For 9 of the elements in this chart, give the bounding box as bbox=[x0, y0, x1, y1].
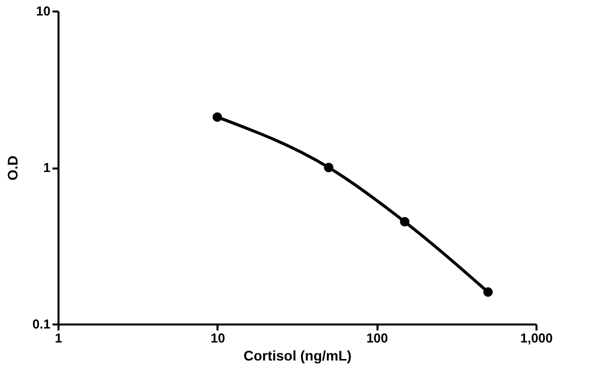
x-axis-title: Cortisol (ng/mL) bbox=[243, 348, 352, 364]
x-tick-label: 100 bbox=[366, 330, 388, 346]
x-tick-label: 10 bbox=[210, 330, 226, 346]
y-tick-label: 0.1 bbox=[32, 316, 50, 332]
y-tick-label: 1 bbox=[43, 160, 50, 175]
x-tick-label: 1,000 bbox=[520, 330, 553, 346]
y-tick-label: 10 bbox=[36, 4, 50, 18]
x-tick-label: 1 bbox=[54, 330, 62, 346]
y-axis-title: O.D bbox=[4, 156, 20, 180]
